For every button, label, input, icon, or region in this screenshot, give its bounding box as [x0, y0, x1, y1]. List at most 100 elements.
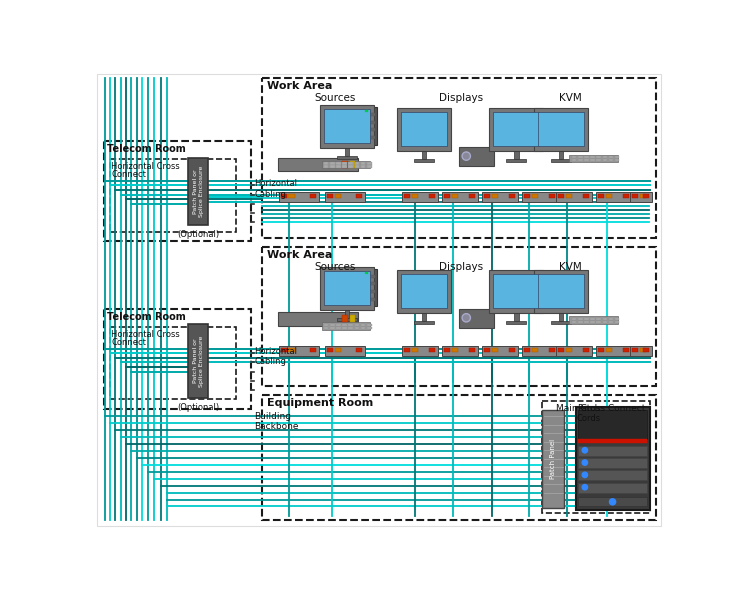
Bar [366, 298, 375, 301]
Bar [326, 346, 366, 356]
Bar [506, 321, 526, 324]
Bar [630, 346, 652, 356]
Bar [559, 152, 563, 159]
Text: Patch Panel: Patch Panel [551, 439, 556, 479]
Bar [556, 192, 592, 202]
Bar [602, 321, 607, 323]
Text: (Optional): (Optional) [178, 402, 219, 412]
Text: Displays: Displays [439, 93, 483, 103]
Bar [336, 162, 340, 165]
Bar [451, 348, 458, 352]
Bar [622, 194, 629, 199]
Bar [514, 152, 519, 159]
Bar [422, 152, 426, 159]
Bar [262, 247, 656, 386]
Bar [356, 348, 363, 352]
Bar [354, 324, 359, 326]
Bar [578, 439, 648, 443]
Bar [591, 318, 595, 320]
Bar [343, 324, 347, 326]
Bar [262, 77, 656, 238]
Bar [522, 346, 558, 356]
Bar [310, 194, 316, 199]
Circle shape [582, 472, 588, 478]
Bar [345, 148, 349, 156]
Bar [578, 410, 648, 439]
Bar [459, 309, 494, 328]
Bar [354, 327, 359, 330]
Bar [489, 108, 543, 152]
Bar [596, 156, 601, 158]
Bar [605, 194, 612, 199]
Bar [324, 324, 329, 326]
Text: (Optional): (Optional) [178, 230, 219, 239]
Bar [280, 194, 287, 199]
Bar [551, 321, 571, 324]
Bar [361, 327, 366, 330]
Text: Horizontal Cross: Horizontal Cross [111, 162, 180, 171]
Bar [343, 315, 349, 322]
Text: Sources: Sources [314, 262, 356, 273]
Text: Horizontal
Cabling: Horizontal Cabling [255, 347, 297, 367]
Bar [558, 348, 564, 352]
Bar [524, 348, 530, 352]
Bar [104, 140, 252, 241]
Bar [366, 110, 369, 112]
Bar [279, 192, 319, 202]
Bar [558, 194, 564, 199]
Bar [361, 162, 366, 165]
Bar [349, 324, 353, 326]
Bar [578, 446, 648, 456]
Bar [343, 161, 349, 168]
Bar [632, 194, 638, 199]
Text: Patch
Cords: Patch Cords [576, 404, 601, 424]
Bar [444, 348, 450, 352]
Bar [411, 194, 418, 199]
Bar [508, 348, 515, 352]
Bar [404, 348, 410, 352]
Bar [468, 194, 475, 199]
Text: Equipment Room: Equipment Room [267, 398, 373, 408]
Bar [551, 159, 571, 162]
Bar [336, 324, 340, 326]
Text: Work Area: Work Area [267, 81, 332, 90]
Text: Displays: Displays [439, 262, 483, 273]
Bar [578, 470, 648, 480]
Bar [324, 271, 370, 305]
Bar [596, 321, 601, 323]
Bar [397, 270, 451, 313]
Bar [343, 162, 347, 165]
Bar [366, 129, 375, 131]
Bar [367, 165, 371, 168]
Bar [330, 327, 334, 330]
Bar [324, 162, 329, 165]
Bar [468, 348, 475, 352]
Bar [188, 158, 209, 226]
Bar [354, 165, 359, 168]
Bar [401, 112, 447, 146]
Bar [591, 321, 595, 323]
Bar [542, 410, 564, 508]
Bar [642, 348, 649, 352]
Bar [639, 194, 646, 199]
Bar [343, 327, 347, 330]
Bar [559, 313, 563, 321]
Text: Connect: Connect [111, 170, 147, 179]
Bar [366, 136, 375, 139]
Bar [542, 401, 650, 513]
Bar [524, 194, 530, 199]
Bar [289, 348, 295, 352]
Bar [343, 165, 347, 168]
Bar [582, 348, 589, 352]
Bar [484, 348, 490, 352]
Bar [104, 309, 252, 409]
Bar [578, 497, 648, 506]
Bar [632, 348, 638, 352]
Bar [401, 274, 447, 308]
Bar [615, 159, 619, 161]
Bar [327, 348, 333, 352]
Bar [578, 483, 648, 493]
Text: Work Area: Work Area [267, 250, 332, 260]
Bar [349, 327, 353, 330]
Bar [615, 156, 619, 158]
